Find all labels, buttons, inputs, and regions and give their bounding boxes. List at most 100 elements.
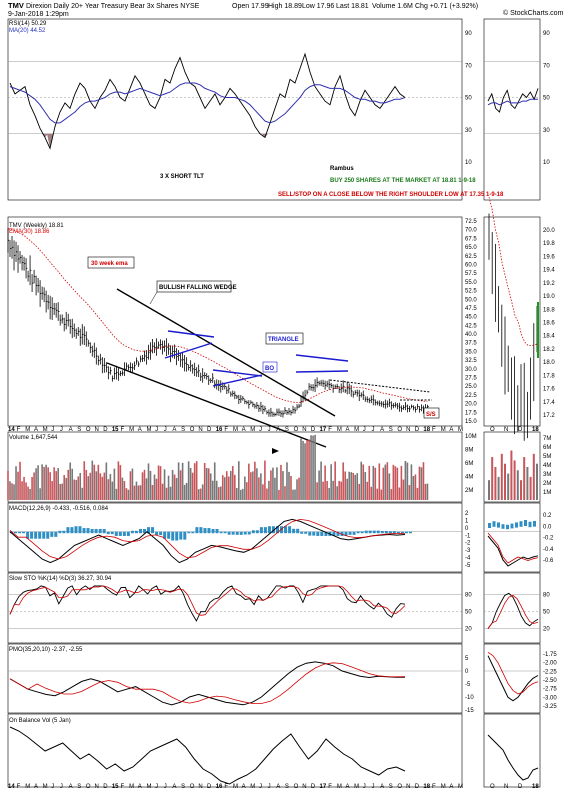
macd-histogram-bar bbox=[312, 531, 316, 536]
macd-histogram-bar bbox=[118, 531, 122, 536]
volume-bar bbox=[219, 486, 222, 500]
axis-tick-label: -5 bbox=[465, 563, 471, 569]
volume-bar bbox=[246, 482, 248, 500]
macd-histogram-bar bbox=[187, 531, 191, 534]
volume-bar bbox=[227, 476, 230, 500]
volume-bar bbox=[272, 467, 274, 500]
price-tick-label: 35.0 bbox=[465, 349, 477, 355]
ss-callout-label: S/S bbox=[426, 412, 436, 418]
date-axis-label: D bbox=[103, 784, 108, 790]
obv-line-right bbox=[487, 734, 539, 781]
ticker-description: Direxion Daily 20+ Year Treasury Bear 3x… bbox=[26, 3, 200, 10]
date-axis-label: 17 bbox=[320, 427, 327, 433]
macd-histogram-bar bbox=[332, 531, 336, 536]
volume-bar bbox=[278, 489, 280, 500]
price-legend: TMV (Weekly) 18.81 bbox=[9, 223, 64, 229]
date-axis-label-right: N bbox=[504, 784, 508, 790]
macd-histogram-bar bbox=[74, 526, 78, 534]
axis-tick-label-right: 80 bbox=[543, 592, 550, 598]
axis-tick-label: 90 bbox=[465, 31, 472, 37]
date-axis-label: D bbox=[415, 784, 420, 790]
date-axis-label: A bbox=[449, 427, 453, 433]
volume-bar bbox=[175, 477, 178, 500]
rsi-oversold-fill bbox=[42, 133, 268, 149]
volume-bar bbox=[45, 464, 47, 500]
volume-bar bbox=[344, 471, 346, 500]
axis-tick-label-right: 1M bbox=[543, 490, 551, 496]
pmo-panel: PMO(35,20,10) -2.37, -2.55 5 0 -5 -10 -15 -1.… bbox=[9, 647, 557, 714]
volume-bar bbox=[296, 479, 298, 500]
macd-histogram-bar bbox=[26, 531, 30, 539]
macd-histogram-bar bbox=[380, 530, 384, 534]
macd-histogram-bar bbox=[50, 531, 54, 537]
macd-histogram-bar bbox=[372, 530, 376, 534]
volume-bar bbox=[191, 472, 194, 500]
volume-bar bbox=[416, 487, 419, 500]
date-axis-label-right: D bbox=[518, 784, 523, 790]
price-tick-label: 45.0 bbox=[465, 315, 477, 321]
axis-tick-label-right: -0.4 bbox=[543, 547, 554, 553]
ema-30-line-right bbox=[488, 196, 539, 346]
date-axis-label: J bbox=[268, 784, 271, 790]
macd-histogram-bar-right bbox=[492, 521, 496, 527]
volume-bar bbox=[51, 481, 53, 500]
volume-bar bbox=[135, 481, 138, 500]
date-axis-label: M bbox=[337, 427, 342, 433]
volume-bar bbox=[37, 465, 39, 500]
axis-tick-label-right: 50 bbox=[543, 610, 550, 616]
volume-bar bbox=[77, 476, 80, 500]
axis-tick-label-right: 2M bbox=[543, 481, 551, 487]
axis-tick-label-right: 90 bbox=[543, 31, 550, 37]
axis-tick-label: 4M bbox=[465, 475, 473, 481]
date-axis-label: A bbox=[34, 784, 38, 790]
volume-bar bbox=[378, 463, 381, 500]
volume-bar bbox=[320, 461, 322, 500]
ema-callout-label: 30 week ema bbox=[91, 261, 128, 267]
macd-histogram-bar bbox=[336, 531, 340, 536]
date-axis-label: O bbox=[86, 427, 91, 433]
price-tick-label-right: 19.6 bbox=[543, 254, 555, 260]
axis-tick-label-right: 4M bbox=[543, 463, 551, 469]
price-tick-label-right: 19.8 bbox=[543, 241, 555, 247]
volume-bar bbox=[242, 488, 244, 500]
volume-bar bbox=[121, 477, 124, 500]
volume-bar bbox=[7, 470, 9, 500]
macd-histogram-bar bbox=[183, 531, 187, 540]
price-tick-label: 42.5 bbox=[465, 323, 477, 329]
volume-bar bbox=[131, 468, 134, 500]
volume-bar bbox=[93, 464, 96, 500]
volume-bar bbox=[179, 470, 182, 500]
volume-bar bbox=[225, 471, 228, 500]
date-axis-label: F bbox=[17, 427, 21, 433]
date-axis-label: F bbox=[224, 427, 228, 433]
date-axis-label: 15 bbox=[112, 784, 119, 790]
macd-histogram-bar bbox=[376, 530, 380, 534]
volume-bar bbox=[55, 471, 57, 500]
axis-tick-label: 50 bbox=[465, 96, 472, 102]
volume-bar bbox=[83, 461, 86, 500]
volume-bar bbox=[59, 484, 61, 500]
volume-bar bbox=[19, 461, 21, 500]
volume-bar bbox=[213, 462, 216, 500]
axis-tick-label-right: -2.75 bbox=[543, 687, 557, 693]
volume-bar bbox=[229, 470, 232, 500]
chart-header: TMV Direxion Daily 20+ Year Treasury Bea… bbox=[8, 1, 564, 18]
macd-histogram-bar bbox=[62, 530, 66, 534]
date-axis-label: D bbox=[415, 427, 420, 433]
volume-bar-right bbox=[504, 463, 506, 500]
axis-tick-label: 50 bbox=[465, 610, 472, 616]
date-axis-label: F bbox=[328, 427, 332, 433]
axis-tick-label-right: -3.25 bbox=[543, 704, 557, 710]
volume-bar bbox=[119, 465, 122, 500]
volume-arrow-icon bbox=[272, 448, 279, 454]
volume-bar bbox=[288, 471, 290, 500]
price-tick-label-right: 19.2 bbox=[543, 281, 555, 287]
macd-histogram-bar bbox=[400, 531, 404, 534]
date-axis-label: J bbox=[371, 427, 374, 433]
price-tick-label: 65.0 bbox=[465, 245, 477, 251]
macd-histogram-bar bbox=[344, 531, 348, 536]
volume-bar bbox=[348, 471, 351, 500]
macd-histogram-bar bbox=[70, 527, 74, 534]
macd-histogram-bar bbox=[384, 530, 388, 534]
date-axis-label: M bbox=[441, 784, 446, 790]
